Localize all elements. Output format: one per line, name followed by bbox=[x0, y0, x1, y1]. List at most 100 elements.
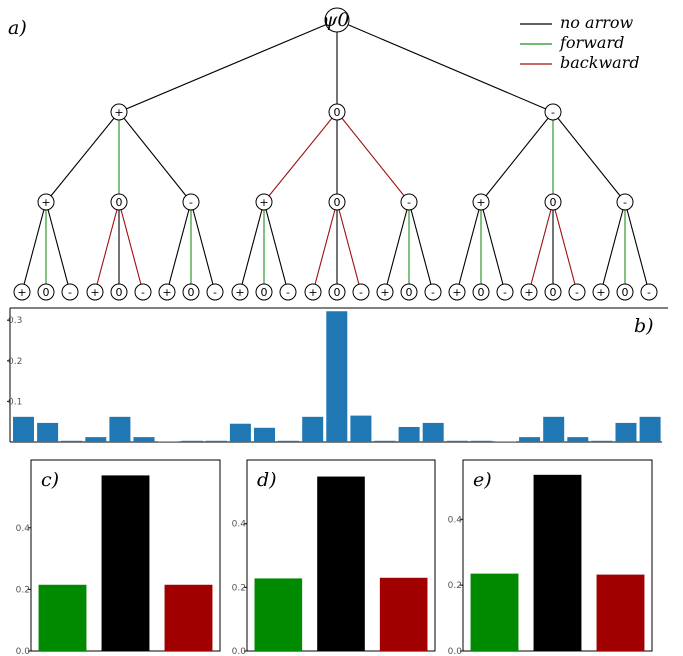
bar-b-26 bbox=[639, 416, 661, 442]
bar-b-19 bbox=[470, 440, 492, 442]
node-l1-1: 0 bbox=[328, 103, 346, 121]
node-l3-21: + bbox=[520, 283, 538, 301]
node-l3-10-label: 0 bbox=[261, 286, 268, 299]
node-l3-11-label: - bbox=[286, 286, 290, 299]
edge-l2-7-0 bbox=[528, 201, 554, 293]
bar-b-16 bbox=[398, 426, 420, 442]
node-l3-26: - bbox=[640, 283, 658, 301]
bar-b-5 bbox=[133, 437, 155, 442]
bar-b-15 bbox=[374, 440, 396, 442]
panel-c-tick-label-1: 0.2 bbox=[16, 585, 30, 595]
edge-l1-2-0 bbox=[480, 111, 554, 203]
node-l2-3-label: + bbox=[259, 196, 268, 209]
node-l3-17-circle bbox=[424, 283, 442, 301]
node-l3-5-circle bbox=[134, 283, 152, 301]
node-l3-7-label: 0 bbox=[188, 286, 195, 299]
bar-b-4 bbox=[109, 416, 131, 442]
edge-l2-8-2 bbox=[624, 201, 650, 293]
tree-nodes: ψ0 + 0 - + 0 - +0 - +0 - + 0 - +0 - +0 - +0 - +0 - +0 - +0 - +0 - +0… bbox=[13, 7, 658, 301]
node-l2-0-label: + bbox=[41, 196, 50, 209]
bar-b-0 bbox=[13, 416, 34, 442]
node-l3-11: - bbox=[279, 283, 297, 301]
node-l3-23-circle bbox=[568, 283, 586, 301]
edge-l2-1-0 bbox=[94, 201, 120, 293]
edge-l2-3-0 bbox=[239, 201, 265, 293]
node-l3-16-circle bbox=[400, 283, 418, 301]
panel-c-tick-label-0: 0.0 bbox=[16, 647, 31, 656]
tick-label-b-0: 0.1 bbox=[8, 397, 22, 407]
node-l3-8: - bbox=[206, 283, 224, 301]
node-l3-2-circle bbox=[61, 283, 79, 301]
node-l2-5-label: - bbox=[407, 196, 411, 209]
node-l2-3: + bbox=[255, 193, 273, 211]
panel-d-bar-0 bbox=[254, 578, 303, 651]
leaf-distribution-chart: 0.1 0.2 0.3 b) bbox=[7, 307, 668, 443]
edge-l2-0-0 bbox=[21, 201, 47, 293]
edge-l1-2-2 bbox=[552, 111, 626, 203]
bar-b-7 bbox=[181, 440, 203, 442]
node-l2-2: - bbox=[182, 193, 200, 211]
node-l3-12-label: + bbox=[308, 286, 317, 299]
node-l3-5: - bbox=[134, 283, 152, 301]
node-l3-14-circle bbox=[352, 283, 370, 301]
node-l3-13: 0 bbox=[328, 283, 346, 301]
edge-l1-1-2 bbox=[336, 111, 410, 203]
panel-e-tick-label-1: 0.2 bbox=[448, 581, 462, 591]
node-l3-3-label: + bbox=[90, 286, 99, 299]
panel-d-bar-1 bbox=[317, 476, 365, 651]
bar-b-21 bbox=[519, 437, 541, 442]
bar-b-18 bbox=[446, 440, 468, 442]
node-l3-15-circle bbox=[376, 283, 394, 301]
node-l1-0-circle bbox=[110, 103, 128, 121]
root-node-label: ψ0 bbox=[323, 9, 350, 31]
edge-l2-5-2 bbox=[408, 201, 434, 293]
bar-b-1 bbox=[37, 422, 59, 442]
node-l2-7: 0 bbox=[544, 193, 562, 211]
node-l3-2: - bbox=[61, 283, 79, 301]
node-l3-25-circle bbox=[616, 283, 634, 301]
edge-l2-5-0 bbox=[384, 201, 410, 293]
node-l3-0-label: + bbox=[17, 286, 26, 299]
node-l2-7-label: 0 bbox=[550, 196, 557, 209]
node-l3-24-label: + bbox=[596, 286, 605, 299]
node-l3-23-label: - bbox=[575, 286, 579, 299]
node-l3-6-label: + bbox=[162, 286, 171, 299]
node-l3-4: 0 bbox=[110, 283, 128, 301]
node-l2-4-label: 0 bbox=[334, 196, 341, 209]
panel-d-bar-2 bbox=[379, 577, 428, 651]
node-l2-1-circle bbox=[110, 193, 128, 211]
tree-edges bbox=[21, 19, 650, 293]
node-l3-22: 0 bbox=[544, 283, 562, 301]
node-l3-17: - bbox=[424, 283, 442, 301]
node-l3-19-circle bbox=[472, 283, 490, 301]
node-l1-1-label: 0 bbox=[334, 106, 341, 119]
node-l3-17-label: - bbox=[431, 286, 435, 299]
node-l3-4-circle bbox=[110, 283, 128, 301]
node-l2-6-label: + bbox=[476, 196, 485, 209]
panel-e-tick-label-0: 0.0 bbox=[448, 647, 463, 656]
edge-l2-2-2 bbox=[190, 201, 216, 293]
node-l3-14-label: - bbox=[359, 286, 363, 299]
node-l3-1-label: 0 bbox=[43, 286, 50, 299]
bar-b-11 bbox=[278, 440, 300, 442]
edge-l1-1-0 bbox=[263, 111, 338, 203]
legend-label-2: backward bbox=[560, 53, 640, 72]
node-l3-24-circle bbox=[592, 283, 610, 301]
node-l3-16-label: 0 bbox=[406, 286, 413, 299]
edge-l2-1-2 bbox=[118, 201, 144, 293]
panel-label-b: b) bbox=[634, 315, 654, 337]
node-l3-22-label: 0 bbox=[550, 286, 557, 299]
node-l2-4: 0 bbox=[328, 193, 346, 211]
node-l2-6-circle bbox=[472, 193, 490, 211]
edge-l2-7-2 bbox=[552, 201, 578, 293]
bar-b-22 bbox=[543, 416, 565, 442]
node-l3-20-circle bbox=[496, 283, 514, 301]
node-l2-5-circle bbox=[400, 193, 418, 211]
bar-b-10 bbox=[254, 427, 275, 442]
bar-b-3 bbox=[85, 437, 107, 442]
edge-l2-3-2 bbox=[263, 201, 289, 293]
node-l1-0-label: + bbox=[114, 106, 123, 119]
panel-c-bar-2 bbox=[164, 584, 213, 651]
node-l2-3-circle bbox=[255, 193, 273, 211]
edge-l2-6-0 bbox=[456, 201, 482, 293]
